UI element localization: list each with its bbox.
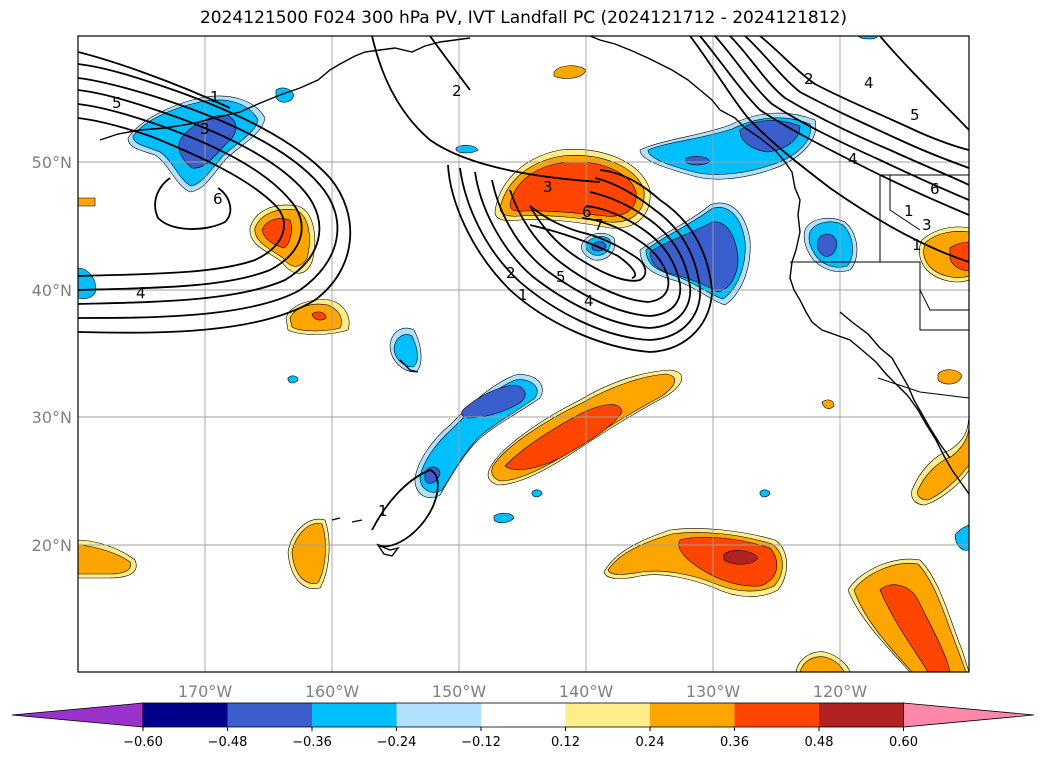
contour-label: 1 bbox=[378, 502, 388, 520]
colorbar-tick-label: −0.24 bbox=[377, 735, 417, 750]
lon-label: 150°W bbox=[432, 682, 487, 701]
colorbar-tick-label: 0.48 bbox=[805, 735, 834, 750]
contour-label: 2 bbox=[506, 264, 516, 282]
colorbar-segment bbox=[565, 703, 650, 727]
colorbar-segment bbox=[819, 703, 904, 727]
contour-label: 2 bbox=[452, 82, 462, 100]
contour-label: 7 bbox=[594, 216, 604, 234]
contour-label: 2 bbox=[804, 70, 814, 88]
colorbar: −0.60 −0.48 −0.36 −0.24 −0.12 0.12 0.24 0.36 0.4… bbox=[11, 702, 1035, 750]
pv-contours bbox=[78, 36, 969, 548]
lon-label: 130°W bbox=[686, 682, 741, 701]
colorbar-tick-label: −0.60 bbox=[123, 735, 163, 750]
lat-label: 20°N bbox=[32, 536, 72, 555]
colorbar-segment bbox=[396, 703, 481, 727]
colorbar-segment bbox=[481, 703, 566, 727]
colorbar-segment bbox=[227, 703, 312, 727]
map-frame bbox=[77, 35, 970, 673]
colorbar-tick-label: 0.36 bbox=[720, 735, 749, 750]
contour-label: 4 bbox=[864, 74, 874, 92]
map-gridlines bbox=[78, 36, 969, 672]
contour-label: 4 bbox=[136, 284, 146, 302]
lon-label: 170°W bbox=[178, 682, 233, 701]
coastlines bbox=[99, 36, 969, 557]
colorbar-frame bbox=[142, 702, 904, 728]
contour-labels: 5 1 3 6 4 2 3 6 7 2 1 5 4 2 5 4 4 6 1 3 … bbox=[112, 70, 940, 520]
contour-label: 6 bbox=[930, 180, 940, 198]
contour-label: 3 bbox=[543, 178, 553, 196]
colorbar-tick-label: −0.12 bbox=[461, 735, 501, 750]
contour-label: 1 bbox=[210, 88, 220, 106]
colorbar-extend-min bbox=[11, 702, 144, 728]
lon-label: 160°W bbox=[305, 682, 360, 701]
contour-label: 5 bbox=[112, 94, 122, 112]
contour-label: 1 bbox=[912, 236, 922, 254]
lon-label: 140°W bbox=[559, 682, 614, 701]
contour-label: 5 bbox=[910, 106, 920, 124]
colorbar-tick-label: 0.12 bbox=[551, 735, 580, 750]
contour-label: 3 bbox=[922, 216, 932, 234]
contour-label: 1 bbox=[518, 286, 528, 304]
colorbar-tick-label: 0.60 bbox=[889, 735, 918, 750]
contour-label: 4 bbox=[848, 150, 858, 168]
colorbar-segment bbox=[650, 703, 735, 727]
latitude-labels: 50°N 40°N 30°N 20°N bbox=[32, 153, 72, 555]
colorbar-tick-label: −0.48 bbox=[208, 735, 248, 750]
lat-label: 40°N bbox=[32, 281, 72, 300]
lat-label: 50°N bbox=[32, 153, 72, 172]
contour-label: 6 bbox=[213, 190, 223, 208]
contour-label: 5 bbox=[556, 268, 566, 286]
colorbar-segment bbox=[312, 703, 397, 727]
negative-anomaly-regions bbox=[78, 36, 969, 551]
longitude-labels: 170°W 160°W 150°W 140°W 130°W 120°W bbox=[178, 682, 868, 701]
map-plot-area: 5 1 3 6 4 2 3 6 7 2 1 5 4 2 5 4 4 6 1 3 … bbox=[78, 36, 969, 672]
contour-label: 1 bbox=[904, 202, 914, 220]
contour-label: 3 bbox=[200, 120, 210, 138]
lat-label: 30°N bbox=[32, 408, 72, 427]
colorbar-segment bbox=[734, 703, 819, 727]
colorbar-tick-label: −0.36 bbox=[292, 735, 332, 750]
contour-label: 6 bbox=[582, 203, 592, 221]
map-title: 2024121500 F024 300 hPa PV, IVT Landfall… bbox=[199, 8, 847, 28]
lon-label: 120°W bbox=[813, 682, 868, 701]
colorbar-tick-label: 0.24 bbox=[636, 735, 665, 750]
contour-label: 4 bbox=[584, 292, 594, 310]
colorbar-segment bbox=[143, 703, 228, 727]
positive-anomaly-regions bbox=[78, 65, 969, 672]
colorbar-extend-max bbox=[903, 702, 1035, 728]
